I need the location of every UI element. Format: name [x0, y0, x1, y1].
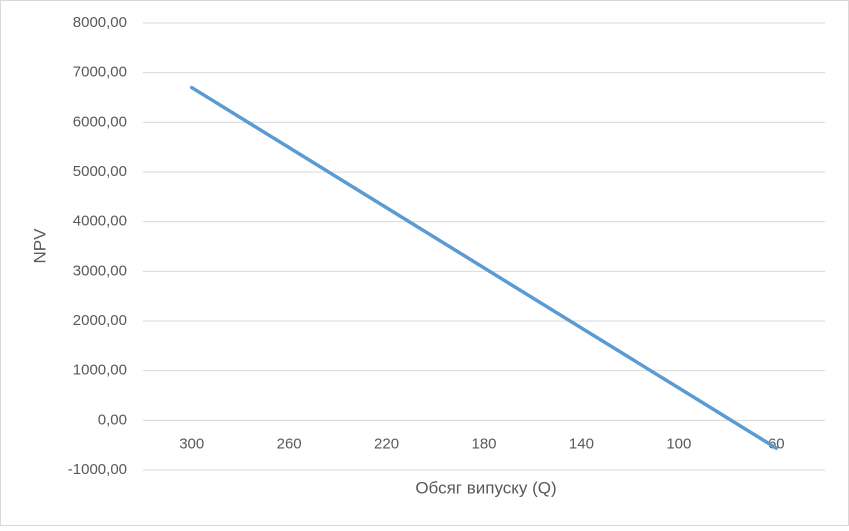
- data-line: [189, 85, 779, 450]
- y-tick-label: -1000,00: [68, 461, 127, 478]
- x-tick-label: 220: [374, 435, 399, 452]
- x-tick-label: 140: [569, 435, 594, 452]
- y-tick-label: 4000,00: [73, 213, 127, 230]
- y-tick-label: 2000,00: [73, 312, 127, 329]
- y-axis-label: NPV: [30, 228, 49, 264]
- y-tick-label: 3000,00: [73, 262, 127, 279]
- y-tick-label: 7000,00: [73, 64, 127, 81]
- y-tick-label: 0,00: [98, 411, 127, 428]
- x-tick-label: 260: [277, 435, 302, 452]
- x-tick-label: 100: [666, 435, 691, 452]
- x-tick-label: 300: [179, 435, 204, 452]
- y-tick-label: 8000,00: [73, 14, 127, 31]
- y-tick-label: 1000,00: [73, 362, 127, 379]
- x-tick-label: 60: [768, 435, 785, 452]
- y-tick-label: 6000,00: [73, 113, 127, 130]
- y-tick-label: 5000,00: [73, 163, 127, 180]
- x-axis-label: Обсяг випуску (Q): [415, 478, 556, 497]
- x-tick-label: 180: [471, 435, 496, 452]
